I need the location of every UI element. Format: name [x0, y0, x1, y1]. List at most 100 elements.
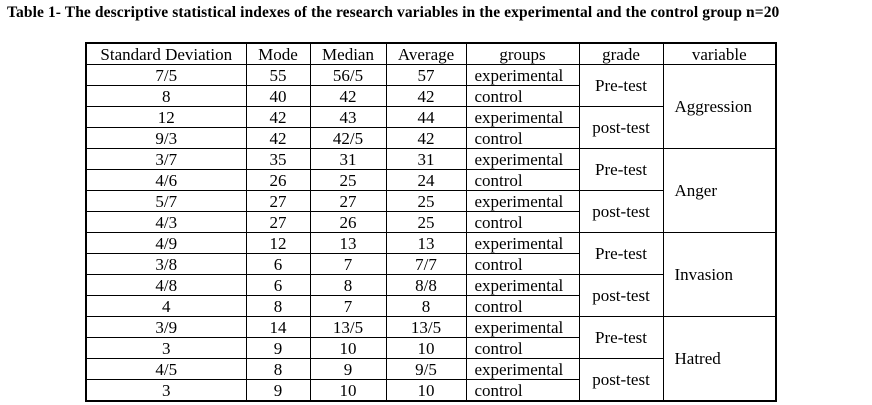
column-header-median: Median: [309, 42, 387, 65]
variable-cell: Hatred: [662, 316, 777, 402]
sd-cell: 9/3: [85, 127, 247, 149]
mode-cell: 26: [245, 169, 311, 191]
average-cell: 42: [385, 85, 467, 107]
column-header-grade: grade: [578, 42, 664, 65]
mode-cell: 8: [245, 295, 311, 317]
table-row: 3/8 6 7 7/7 control: [85, 253, 776, 275]
table-row: 8 40 42 42 control: [85, 85, 776, 107]
average-cell: 25: [385, 211, 467, 233]
group-cell: control: [465, 295, 580, 317]
group-cell: control: [465, 379, 580, 402]
median-cell: 10: [309, 337, 387, 359]
grade-cell: post-test: [578, 190, 664, 233]
table-row: 3 9 10 10 control: [85, 379, 776, 402]
mode-cell: 9: [245, 379, 311, 402]
table-row: 4/5 8 9 9/5 experimental post-test: [85, 358, 776, 402]
group-cell: control: [465, 169, 580, 191]
variable-cell: Anger: [662, 148, 777, 233]
median-cell: 10: [309, 379, 387, 402]
group-cell: experimental: [465, 358, 580, 380]
median-cell: 31: [309, 148, 387, 170]
median-cell: 42/5: [309, 127, 387, 149]
average-cell: 13: [385, 232, 467, 254]
group-cell: experimental: [465, 190, 580, 212]
group-cell: control: [465, 211, 580, 233]
group-cell: control: [465, 337, 580, 359]
group-cell: control: [465, 253, 580, 275]
sd-cell: 4/9: [85, 232, 247, 254]
table-caption: Table 1- The descriptive statistical ind…: [7, 4, 780, 21]
average-cell: 8/8: [385, 274, 467, 296]
sd-cell: 12: [85, 106, 247, 128]
average-cell: 8: [385, 295, 467, 317]
mode-cell: 42: [245, 127, 311, 149]
sd-cell: 4/5: [85, 358, 247, 380]
group-cell: experimental: [465, 274, 580, 296]
sd-cell: 4/3: [85, 211, 247, 233]
median-cell: 9: [309, 358, 387, 380]
average-cell: 10: [385, 379, 467, 402]
table-row: 9/3 42 42/5 42 control: [85, 127, 776, 149]
group-cell: experimental: [465, 64, 580, 86]
sd-cell: 4/8: [85, 274, 247, 296]
grade-cell: post-test: [578, 274, 664, 317]
group-cell: control: [465, 127, 580, 149]
sd-cell: 3: [85, 337, 247, 359]
median-cell: 25: [309, 169, 387, 191]
mode-cell: 27: [245, 190, 311, 212]
variable-cell: Invasion: [662, 232, 777, 317]
mode-cell: 42: [245, 106, 311, 128]
sd-cell: 3/7: [85, 148, 247, 170]
sd-cell: 3/9: [85, 316, 247, 338]
mode-cell: 6: [245, 253, 311, 275]
median-cell: 8: [309, 274, 387, 296]
average-cell: 25: [385, 190, 467, 212]
median-cell: 56/5: [309, 64, 387, 86]
mode-cell: 8: [245, 358, 311, 380]
statistics-table: Standard Deviation Mode Median Average group…: [85, 42, 777, 402]
average-cell: 13/5: [385, 316, 467, 338]
median-cell: 13: [309, 232, 387, 254]
mode-cell: 9: [245, 337, 311, 359]
column-header-variable: variable: [662, 42, 777, 65]
sd-cell: 3: [85, 379, 247, 402]
group-cell: experimental: [465, 316, 580, 338]
average-cell: 31: [385, 148, 467, 170]
median-cell: 43: [309, 106, 387, 128]
group-cell: control: [465, 85, 580, 107]
mode-cell: 14: [245, 316, 311, 338]
average-cell: 44: [385, 106, 467, 128]
grade-cell: Pre-test: [578, 316, 664, 359]
average-cell: 57: [385, 64, 467, 86]
median-cell: 42: [309, 85, 387, 107]
sd-cell: 3/8: [85, 253, 247, 275]
group-cell: experimental: [465, 148, 580, 170]
average-cell: 10: [385, 337, 467, 359]
sd-cell: 4/6: [85, 169, 247, 191]
sd-cell: 7/5: [85, 64, 247, 86]
grade-cell: post-test: [578, 106, 664, 149]
table-row: 7/5 55 56/5 57 experimental Pre-test Aggressio…: [85, 64, 777, 149]
mode-cell: 40: [245, 85, 311, 107]
table-row: 5/7 27 27 25 experimental post-test: [85, 190, 776, 233]
grade-cell: Pre-test: [578, 64, 664, 107]
sd-cell: 5/7: [85, 190, 247, 212]
median-cell: 13/5: [309, 316, 387, 338]
grade-cell: post-test: [578, 358, 664, 402]
mode-cell: 35: [245, 148, 311, 170]
mode-cell: 55: [245, 64, 311, 86]
column-header-average: Average: [385, 42, 467, 65]
group-cell: experimental: [465, 106, 580, 128]
mode-cell: 6: [245, 274, 311, 296]
table-row: 4/9 12 13 13 experimental Pre-test Invasion: [85, 232, 777, 317]
column-header-mode: Mode: [245, 42, 311, 65]
table-row: 4/6 26 25 24 control: [85, 169, 776, 191]
sd-cell: 8: [85, 85, 247, 107]
table-row: 4 8 7 8 control: [85, 295, 776, 317]
grade-cell: Pre-test: [578, 232, 664, 275]
median-cell: 7: [309, 295, 387, 317]
median-cell: 27: [309, 190, 387, 212]
grade-cell: Pre-test: [578, 148, 664, 191]
mode-cell: 12: [245, 232, 311, 254]
